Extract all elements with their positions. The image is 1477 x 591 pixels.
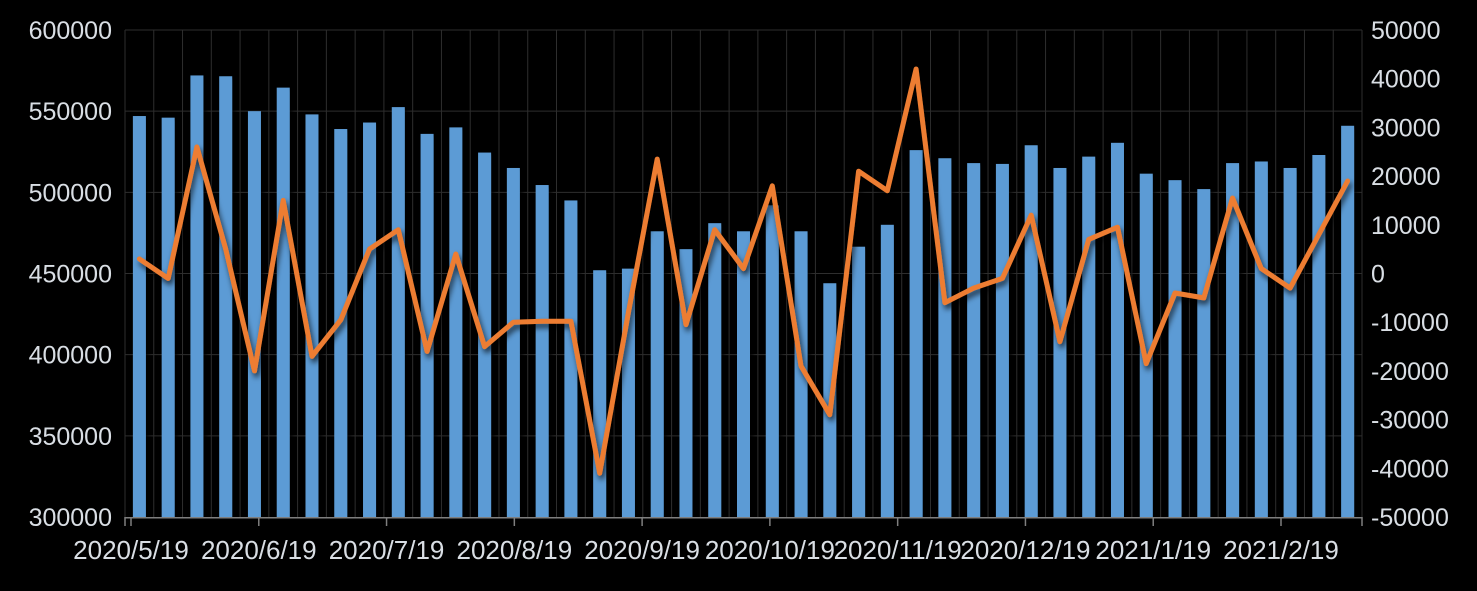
- x-axis-tick-label: 2021/2/19: [1223, 535, 1339, 565]
- bar[interactable]: [1082, 156, 1096, 517]
- bar[interactable]: [305, 114, 319, 517]
- bar[interactable]: [132, 116, 146, 517]
- bar[interactable]: [909, 150, 923, 517]
- x-axis-tick-label: 2020/7/19: [329, 535, 445, 565]
- bar[interactable]: [1341, 125, 1355, 517]
- right-axis-tick-label: -50000: [1371, 504, 1449, 532]
- bar[interactable]: [506, 167, 520, 518]
- left-axis-tick-label: 300000: [29, 504, 112, 532]
- bar[interactable]: [564, 200, 578, 517]
- bar[interactable]: [478, 152, 492, 517]
- bar[interactable]: [765, 205, 779, 517]
- bar[interactable]: [1254, 161, 1268, 518]
- left-axis-tick-label: 500000: [29, 179, 112, 207]
- x-axis-tick-label: 2020/6/19: [201, 535, 317, 565]
- x-axis-tick-label: 2020/9/19: [584, 535, 700, 565]
- bar[interactable]: [276, 87, 290, 517]
- bar[interactable]: [1197, 189, 1211, 517]
- left-axis-tick-label: 450000: [29, 261, 112, 289]
- right-axis-tick-label: 30000: [1371, 114, 1441, 142]
- x-axis-tick-label: 2020/12/19: [960, 535, 1090, 565]
- bar[interactable]: [1226, 163, 1240, 518]
- bar[interactable]: [1283, 167, 1297, 518]
- right-axis-tick-label: 20000: [1371, 163, 1441, 191]
- bar[interactable]: [247, 111, 261, 518]
- bar[interactable]: [1139, 173, 1153, 518]
- bar[interactable]: [593, 270, 607, 517]
- bar[interactable]: [650, 231, 664, 518]
- right-axis-tick-label: 40000: [1371, 66, 1441, 94]
- bar[interactable]: [794, 231, 808, 518]
- left-axis-tick-label: 600000: [29, 17, 112, 45]
- bar[interactable]: [391, 107, 405, 518]
- bar[interactable]: [420, 133, 434, 517]
- left-axis-tick-label: 400000: [29, 342, 112, 370]
- x-axis-tick-label: 2021/1/19: [1095, 535, 1211, 565]
- bar[interactable]: [449, 127, 463, 518]
- right-axis-tick-label: 10000: [1371, 212, 1441, 240]
- x-axis-tick-label: 2020/5/19: [73, 535, 189, 565]
- x-axis-tick-label: 2020/10/19: [705, 535, 835, 565]
- right-axis-tick-label: -30000: [1371, 407, 1449, 435]
- left-axis-tick-label: 550000: [29, 98, 112, 126]
- line-series[interactable]: [136, 66, 1351, 476]
- right-axis-tick-label: 0: [1371, 261, 1385, 289]
- bar[interactable]: [161, 117, 175, 517]
- bar[interactable]: [737, 231, 750, 518]
- bar[interactable]: [880, 224, 894, 518]
- right-axis-tick-label: -40000: [1371, 455, 1449, 483]
- right-axis-tick-label: -10000: [1371, 309, 1449, 337]
- bar[interactable]: [1312, 155, 1326, 517]
- bar[interactable]: [995, 163, 1009, 517]
- bar[interactable]: [938, 158, 952, 518]
- bar[interactable]: [1110, 142, 1124, 517]
- bar[interactable]: [852, 246, 866, 517]
- bar[interactable]: [363, 122, 377, 517]
- bar[interactable]: [1024, 145, 1038, 517]
- x-axis-tick-label: 2020/11/19: [834, 535, 962, 565]
- bar[interactable]: [219, 76, 233, 517]
- right-axis-tick-label: -20000: [1371, 358, 1449, 386]
- bar[interactable]: [1168, 180, 1182, 517]
- x-axis-tick-label: 2020/8/19: [456, 535, 572, 565]
- bar[interactable]: [190, 75, 204, 517]
- bar[interactable]: [708, 223, 722, 517]
- bar[interactable]: [535, 185, 549, 517]
- bar[interactable]: [967, 163, 981, 518]
- left-axis-tick-label: 350000: [29, 423, 112, 451]
- right-axis-tick-label: 50000: [1371, 17, 1441, 45]
